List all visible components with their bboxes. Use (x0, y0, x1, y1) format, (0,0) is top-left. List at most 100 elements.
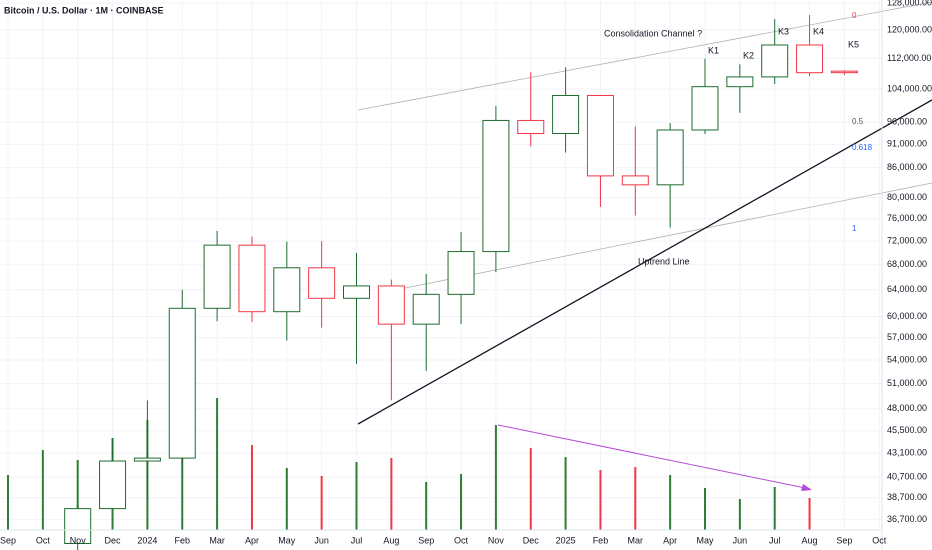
fib-label: 0 (852, 11, 857, 20)
annotation: Consolidation Channel ? (604, 28, 702, 38)
x-tick-label: Jul (769, 535, 781, 545)
x-tick-label: Dec (105, 535, 122, 545)
volume-trend-arrow (497, 424, 811, 490)
y-tick-label: 64,000.00 (887, 284, 927, 294)
candle-body (64, 508, 92, 544)
x-tick-label: Nov (488, 535, 505, 545)
x-tick-label: May (278, 535, 296, 545)
candle-body (343, 285, 370, 299)
x-tick-label: Feb (593, 535, 609, 545)
y-tick-label: 36,700.00 (887, 514, 927, 524)
y-tick-label: 45,500.00 (887, 425, 927, 435)
candle-body (273, 267, 301, 313)
volume-bar (41, 450, 44, 530)
volume-bar (285, 468, 288, 530)
volume-bar (320, 476, 323, 530)
y-tick-label: 86,000.00 (887, 162, 927, 172)
candle-body (517, 119, 545, 135)
x-tick-label: Dec (523, 535, 540, 545)
volume-bar (738, 499, 741, 530)
candle-body (308, 267, 336, 299)
fib-label: 1 (852, 224, 857, 233)
volume-bar (76, 460, 79, 530)
y-tick-label: 43,100.00 (887, 448, 927, 458)
x-tick-label: Nov (70, 535, 87, 545)
y-tick-label: 104,000.00 (887, 83, 932, 93)
volume-bar (773, 487, 776, 530)
x-tick-label: Apr (663, 535, 677, 545)
fib-label: 0.618 (852, 143, 873, 152)
x-tick-label: Aug (383, 535, 399, 545)
volume-bar (181, 404, 184, 530)
candle-body (761, 44, 789, 78)
candle-body (586, 94, 614, 177)
y-tick-label: 51,000.00 (887, 378, 927, 388)
x-tick-label: Jul (351, 535, 363, 545)
x-tick-label: Mar (209, 535, 225, 545)
annotation: K2 (743, 50, 754, 60)
volume-bar (7, 475, 9, 530)
volume-bar (808, 498, 811, 530)
y-tick-label: 112,000.00 (887, 53, 931, 63)
candle-body (621, 175, 649, 186)
x-tick-label: Sep (418, 535, 434, 545)
plot (7, 15, 858, 550)
x-tick-label: Mar (628, 535, 644, 545)
fib-label: 0.5 (852, 117, 864, 126)
candle-body (830, 70, 858, 74)
volume-bar (634, 467, 637, 530)
x-tick-label: Aug (802, 535, 818, 545)
volume-bar (460, 474, 463, 530)
y-tick-label: 48,000.00 (887, 403, 927, 413)
volume-bar (599, 470, 602, 530)
volume-bar (216, 398, 219, 530)
y-tick-label: 57,000.00 (887, 332, 927, 342)
y-tick-label: 76,000.00 (887, 213, 927, 223)
chart-title: Bitcoin / U.S. Dollar · 1M · COINBASE (4, 5, 164, 15)
volume-bar (529, 448, 532, 530)
x-tick-label: Oct (454, 535, 469, 545)
candle-body (377, 285, 405, 325)
volume-bar (564, 457, 567, 530)
x-tick-label: Sep (0, 535, 16, 545)
x-tick-label: May (696, 535, 714, 545)
candle-body (238, 244, 266, 313)
y-tick-label: 38,700.00 (887, 492, 927, 502)
candle-body (482, 119, 510, 253)
candle-body (691, 86, 719, 131)
candle-body (203, 244, 231, 309)
uptrend-line (357, 99, 932, 425)
candle-body (99, 460, 127, 510)
y-tick-label: 68,000.00 (887, 259, 927, 269)
volume-bar (494, 425, 497, 530)
y-tick-label: 128,000.00 (887, 0, 932, 8)
annotation: Uptrend Line (638, 256, 690, 266)
volume-bar (425, 482, 428, 530)
candle-body (168, 307, 196, 459)
x-tick-label: Jun (733, 535, 748, 545)
x-tick-label: Oct (872, 535, 887, 545)
volume-bar (704, 488, 706, 530)
grid (0, 0, 882, 530)
y-tick-label: 54,000.00 (887, 354, 927, 364)
candle-body (552, 94, 580, 135)
arrow-head (801, 484, 812, 491)
y-tick-label: 72,000.00 (887, 235, 927, 245)
x-tick-label: Apr (245, 535, 259, 545)
y-tick-label: 40,700.00 (887, 471, 927, 481)
x-tick-label: 2025 (556, 535, 576, 545)
candle-body (796, 44, 824, 74)
channel-lower (394, 182, 932, 291)
x-tick-label: 2024 (137, 535, 157, 545)
annotation: K4 (813, 26, 824, 36)
x-tick-label: Feb (174, 535, 190, 545)
x-tick-label: Jun (314, 535, 329, 545)
volume-bar (355, 462, 358, 530)
annotation: K1 (708, 45, 719, 55)
x-tick-label: Sep (836, 535, 852, 545)
candle-body (447, 251, 475, 295)
candle-body (133, 457, 161, 462)
volume-bar (390, 458, 393, 530)
annotation: K5 (848, 39, 859, 49)
